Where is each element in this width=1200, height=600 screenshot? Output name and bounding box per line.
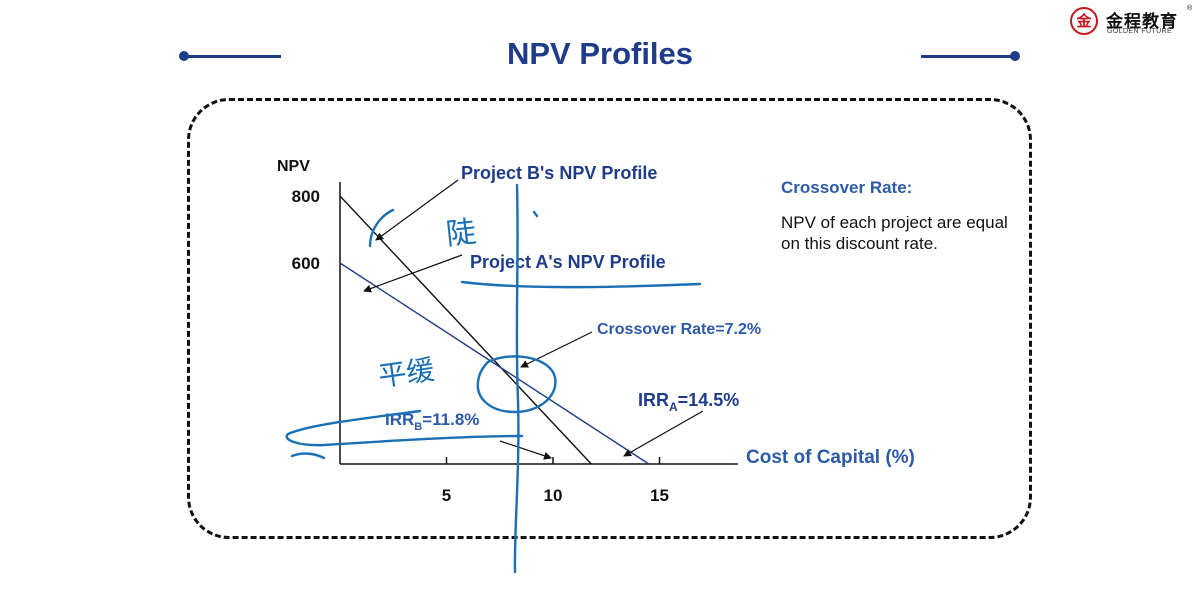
series-line-project-a	[339, 262, 650, 465]
crossover-label: Crossover Rate=7.2%	[597, 321, 761, 338]
x-tick-label-5: 5	[442, 486, 451, 505]
logo-registered-mark: ®	[1187, 5, 1193, 12]
irr-a-sub: A	[669, 400, 678, 414]
logo-tagline: GOLDEN FUTURE	[1107, 28, 1173, 35]
series-lines	[339, 195, 650, 465]
handwriting-gentle: 平缓	[376, 353, 436, 393]
y-ticks: 800 600	[292, 187, 320, 273]
handwriting-steep: 陡	[444, 215, 477, 253]
pen-bracket-stroke	[368, 208, 395, 248]
irr-b-suffix: =11.8%	[422, 410, 479, 429]
handwritten-annotations	[285, 183, 702, 574]
x-tick-label-15: 15	[650, 486, 669, 505]
series-label-b: Project B's NPV Profile	[461, 163, 657, 183]
crossover-note-title: Crossover Rate:	[781, 178, 913, 197]
crossover-pointer	[520, 331, 593, 368]
logo-name: 金程教育	[1106, 12, 1178, 32]
series-b-pointer	[375, 179, 459, 241]
title-right-line	[921, 55, 1017, 58]
pen-underline-stroke	[460, 280, 702, 289]
irr-b-sub: B	[414, 421, 422, 433]
series-line-project-b	[339, 195, 592, 465]
series-label-a: Project A's NPV Profile	[470, 252, 666, 272]
x-axis-label: Cost of Capital (%)	[746, 447, 915, 468]
irr-a-prefix: IRR	[638, 390, 669, 410]
dashed-frame	[187, 98, 1032, 539]
pen-vertical-stroke	[513, 183, 520, 574]
pen-dot-stroke	[532, 210, 539, 218]
logo-seal: 金	[1070, 7, 1098, 35]
pen-swoosh-stroke	[285, 409, 524, 447]
y-tick-label-800: 800	[292, 187, 320, 206]
series-a-pointer	[363, 254, 463, 293]
irr-a-pointer	[623, 410, 704, 457]
title-left-line	[183, 55, 281, 58]
x-ticks: 5 10 15	[442, 457, 669, 505]
irr-b-pointer	[499, 440, 552, 460]
irr-a-label: IRRA=14.5%	[638, 390, 739, 414]
crossover-note-body: NPV of each project are equal on this di…	[781, 213, 1008, 253]
y-axis-label: NPV	[277, 158, 310, 175]
x-tick-label-10: 10	[544, 486, 563, 505]
irr-a-suffix: =14.5%	[678, 390, 740, 410]
y-tick-label-600: 600	[292, 254, 320, 273]
logo: 金 金程教育 ® GOLDEN FUTURE	[1066, 4, 1196, 40]
page-title: NPV Profiles	[506, 36, 694, 71]
pen-tick-stroke	[290, 452, 326, 460]
title-right-dot	[1010, 51, 1020, 61]
pen-crossover-circle	[476, 355, 557, 414]
crossover-note: Crossover Rate: NPV of each project are …	[781, 178, 1011, 254]
